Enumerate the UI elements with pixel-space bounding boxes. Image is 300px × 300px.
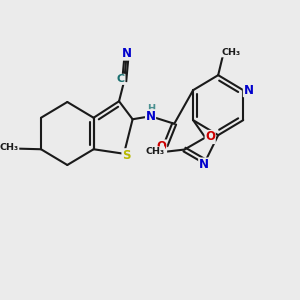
- Text: CH₃: CH₃: [221, 48, 240, 57]
- Text: CH₃: CH₃: [0, 143, 19, 152]
- Text: O: O: [157, 140, 166, 153]
- Text: H: H: [147, 104, 155, 114]
- Text: C: C: [117, 74, 125, 84]
- Text: N: N: [199, 158, 209, 171]
- Text: N: N: [146, 110, 155, 123]
- Text: N: N: [122, 47, 132, 60]
- Text: O: O: [205, 130, 215, 143]
- Text: N: N: [243, 84, 254, 97]
- Text: CH₃: CH₃: [146, 147, 165, 156]
- Text: S: S: [122, 149, 130, 162]
